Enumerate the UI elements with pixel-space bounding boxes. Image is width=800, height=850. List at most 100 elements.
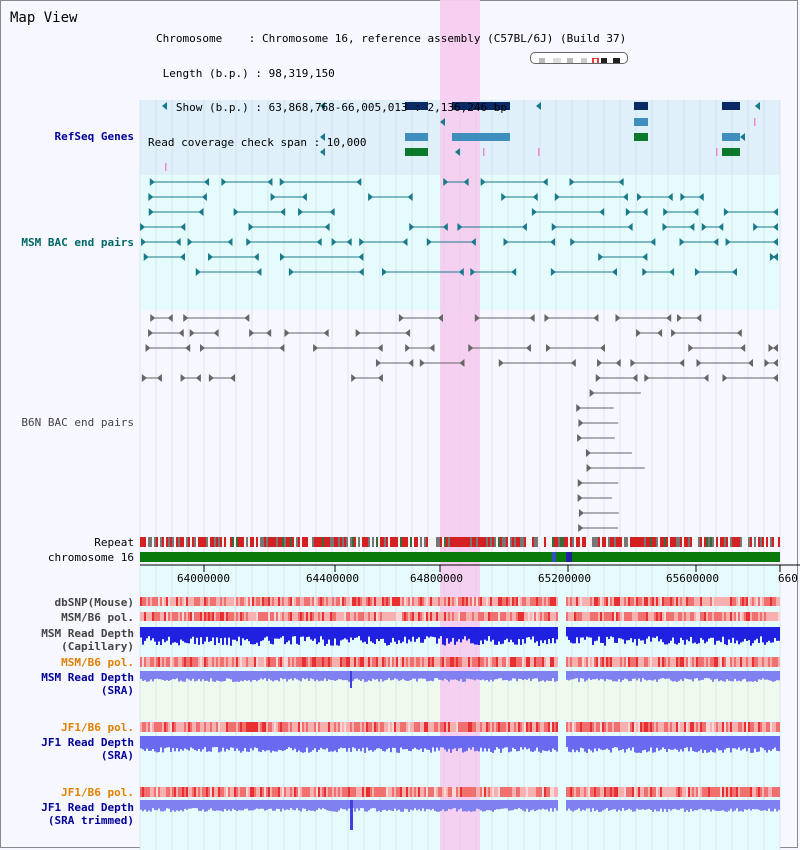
refseq-marker (483, 148, 485, 156)
msm-b6-pol-sra-strip (524, 657, 526, 667)
msm-depth-capillary-bar (614, 627, 616, 643)
dbsnp-strip (296, 597, 298, 606)
track-label-msm-b6-pol-2[interactable]: MSM/B6 pol. (61, 656, 134, 669)
msm-b6-pol-sra-strip (356, 657, 358, 667)
msm-b6-pol-strip (162, 612, 164, 621)
track-label-jf1-b6-pol-2[interactable]: JF1/B6 pol. (61, 786, 134, 799)
track-label-refseq[interactable]: RefSeq Genes (54, 130, 134, 143)
track-label-b6n-bac[interactable]: B6N BAC end pairs (21, 416, 134, 429)
jf1-depth-trimmed-bar (262, 800, 264, 809)
jf1-depth-sra-bar (446, 736, 448, 752)
jf1-depth-sra-bar (612, 736, 614, 749)
track-label-msm-read-depth-sra[interactable]: MSM Read Depth (SRA) (41, 671, 134, 697)
dbsnp-strip (422, 597, 424, 606)
jf1-b6-pol-trimmed-strip (290, 787, 292, 797)
jf1-depth-sra-bar (698, 736, 700, 752)
dbsnp-strip (310, 597, 312, 606)
msm-depth-sra-bar (464, 671, 466, 682)
jf1-depth-trimmed-bar (692, 800, 694, 812)
msm-b6-pol-strip (168, 612, 170, 621)
msm-b6-pol-sra-strip (752, 657, 754, 667)
jf1-depth-trimmed-bar (456, 800, 458, 812)
track-label-msm-b6-pol-1[interactable]: MSM/B6 pol. (61, 611, 134, 624)
msm-b6-pol-sra-strip (348, 657, 350, 667)
jf1-b6-pol-strip (430, 722, 432, 732)
track-label-jf1-read-depth-trimmed[interactable]: JF1 Read Depth (SRA trimmed) (41, 801, 134, 827)
dbsnp-strip (162, 597, 164, 606)
msm-depth-capillary-bar (524, 627, 526, 644)
jf1-b6-pol-strip (466, 722, 468, 732)
jf1-depth-sra-bar (736, 736, 738, 750)
msm-b6-pol-strip (548, 612, 550, 621)
msm-b6-pol-strip (566, 612, 568, 621)
jf1-depth-sra-bar (162, 736, 164, 753)
repeat-segment (296, 537, 298, 547)
msm-b6-pol-strip (214, 612, 216, 621)
jf1-b6-pol-trimmed-strip (646, 787, 648, 797)
jf1-b6-pol-trimmed-strip (688, 787, 690, 797)
track-label-jf1-b6-pol-1[interactable]: JF1/B6 pol. (61, 721, 134, 734)
jf1-depth-sra-bar (544, 736, 546, 751)
dbsnp-strip (350, 597, 352, 606)
msm-depth-sra-bar (732, 671, 734, 682)
msm-b6-pol-strip (726, 612, 728, 621)
chromosome-ideogram[interactable] (530, 52, 628, 64)
msm-depth-sra-bar (456, 671, 458, 681)
jf1-b6-pol-trimmed-strip (598, 787, 600, 797)
jf1-b6-pol-trimmed-strip (182, 787, 184, 797)
track-label-repeat[interactable]: Repeat (94, 536, 134, 549)
repeat-segment (646, 537, 648, 547)
msm-b6-pol-sra-strip (776, 657, 778, 667)
jf1-depth-trimmed-bar (500, 800, 502, 809)
msm-depth-capillary-bar (240, 627, 242, 646)
msm-bac-pair-end (221, 178, 227, 186)
dbsnp-strip (706, 597, 708, 606)
track-label-msm-read-depth-capillary[interactable]: MSM Read Depth (Capillary) (41, 627, 134, 653)
msm-depth-capillary-bar (318, 627, 320, 643)
track-label-jf1-read-depth-sra[interactable]: JF1 Read Depth (SRA) (41, 736, 134, 762)
jf1-depth-trimmed-bar (306, 800, 308, 812)
jf1-depth-sra-bar (730, 736, 732, 753)
dbsnp-strip (488, 597, 490, 606)
track-label-chromosome[interactable]: chromosome 16 (47, 551, 134, 564)
msm-depth-capillary-bar (184, 627, 186, 643)
track-label-dbsnp[interactable]: dbSNP(Mouse) (54, 596, 134, 609)
msm-depth-capillary-bar (646, 627, 648, 639)
jf1-b6-pol-strip (752, 722, 754, 732)
msm-depth-capillary-bar (250, 627, 252, 645)
msm-b6-pol-strip (676, 612, 678, 621)
track-label-msm-bac[interactable]: MSM BAC end pairs (21, 236, 134, 249)
jf1-depth-trimmed-bar (416, 800, 418, 811)
msm-depth-sra-bar (352, 671, 354, 682)
jf1-depth-trimmed-bar (730, 800, 732, 809)
msm-b6-pol-sra-strip (520, 657, 522, 667)
jf1-b6-pol-trimmed-strip (300, 787, 302, 797)
jf1-depth-trimmed-bar (572, 800, 574, 812)
jf1-b6-pol-strip (436, 722, 438, 732)
jf1-depth-sra-bar (616, 736, 618, 748)
msm-b6-pol-strip (230, 612, 232, 621)
jf1-b6-pol-strip (236, 722, 238, 732)
repeat-segment (704, 537, 706, 547)
msm-bac-pair-end (618, 178, 624, 186)
msm-b6-pol-strip (242, 612, 244, 621)
msm-depth-sra-bar (410, 671, 412, 680)
dbsnp-strip (730, 597, 732, 606)
msm-b6-pol-sra-strip (642, 657, 644, 667)
jf1-b6-pol-trimmed-strip (632, 787, 634, 797)
msm-depth-capillary-bar (376, 627, 378, 639)
jf1-depth-trimmed-bar (694, 800, 696, 811)
jf1-depth-sra-bar (392, 736, 394, 748)
msm-b6-pol-strip (748, 612, 750, 621)
msm-b6-pol-sra-strip (712, 657, 714, 667)
msm-b6-pol-strip (514, 612, 516, 621)
jf1-depth-sra-bar (312, 736, 314, 751)
msm-depth-sra-bar (742, 671, 744, 680)
jf1-b6-pol-strip (636, 722, 638, 732)
jf1-depth-sra-bar (390, 736, 392, 753)
msm-b6-pol-sra-strip (444, 657, 446, 667)
jf1-depth-trimmed-bar (528, 800, 530, 812)
msm-depth-sra-bar (322, 671, 324, 681)
jf1-b6-pol-trimmed-strip (350, 787, 352, 797)
